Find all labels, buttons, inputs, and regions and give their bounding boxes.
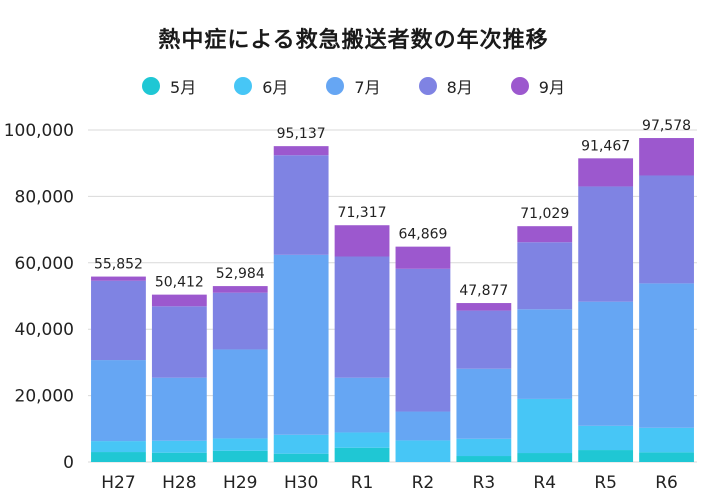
bar-segment xyxy=(151,377,207,441)
bar-segment xyxy=(578,450,634,462)
bar-segment xyxy=(212,286,268,293)
legend-item-july: 7月 xyxy=(326,74,381,98)
bar-segment xyxy=(395,440,451,462)
x-tick-label: H30 xyxy=(284,473,318,493)
bar-segment xyxy=(578,425,634,451)
x-tick-label: R1 xyxy=(351,473,374,493)
y-tick-label: 20,000 xyxy=(15,387,74,407)
x-tick-label: R2 xyxy=(412,473,435,493)
bar-segment xyxy=(151,294,207,307)
bar-total-label: 95,137 xyxy=(277,126,326,142)
chart-title: 熱中症による救急搬送者数の年次推移 xyxy=(158,28,549,53)
bar-segment xyxy=(91,441,146,453)
bar-total-label: 50,412 xyxy=(155,275,204,291)
bar-segment xyxy=(334,377,390,433)
y-tick-label: 80,000 xyxy=(15,187,74,207)
x-tick-label: H29 xyxy=(223,473,257,493)
x-tick-label: H28 xyxy=(162,473,196,493)
legend-swatch xyxy=(418,77,437,95)
bar-segment xyxy=(151,306,207,378)
bar-segment xyxy=(395,268,451,412)
legend-item-june: 6月 xyxy=(234,74,288,98)
bar-segment xyxy=(395,411,451,441)
bar-segment xyxy=(578,158,634,187)
bar-total-label: 71,317 xyxy=(338,205,387,221)
bar-segment xyxy=(639,283,694,428)
bar-segment xyxy=(456,438,512,457)
bar-segment xyxy=(273,434,329,454)
bar-segment xyxy=(578,186,634,302)
bar-segment xyxy=(395,246,451,269)
legend-swatch xyxy=(234,77,253,95)
bar-segment xyxy=(212,292,268,350)
bar-segment xyxy=(334,225,390,257)
bar-segment xyxy=(456,310,512,369)
bar-total-label: 71,029 xyxy=(520,206,569,222)
bar-segment xyxy=(639,452,694,462)
bar-segment xyxy=(151,452,207,462)
x-tick-label: R5 xyxy=(594,473,617,493)
bar-segment xyxy=(517,453,573,462)
x-tick-label: H27 xyxy=(101,473,135,493)
bar-total-label: 55,852 xyxy=(94,257,143,273)
bar-segment xyxy=(273,453,329,462)
bar-segment xyxy=(517,242,573,310)
bar-segment xyxy=(212,450,268,462)
bar-segment xyxy=(334,447,390,462)
legend: 5月 6月 7月 8月 9月 xyxy=(0,74,707,98)
bar-segment xyxy=(91,276,146,281)
bar-segment xyxy=(151,440,207,453)
bar-segment xyxy=(273,254,329,435)
legend-label: 7月 xyxy=(354,78,381,97)
legend-label: 9月 xyxy=(538,78,565,97)
bar-segment xyxy=(91,280,146,361)
x-tick-label: R4 xyxy=(533,473,556,493)
legend-item-august: 8月 xyxy=(418,74,473,98)
bar-segment xyxy=(456,303,512,311)
legend-item-may: 5月 xyxy=(142,74,196,98)
bar-segment xyxy=(273,146,329,156)
bar-segment xyxy=(639,175,694,284)
bar-segment xyxy=(639,138,694,176)
bar-total-label: 64,869 xyxy=(398,227,447,243)
legend-swatch xyxy=(142,77,161,95)
x-tick-label: R3 xyxy=(473,473,496,493)
legend-swatch xyxy=(510,77,529,95)
bar-segment xyxy=(456,368,512,439)
bar-segment xyxy=(517,398,573,454)
bar-segment xyxy=(578,301,634,426)
bar-total-label: 91,467 xyxy=(581,138,630,154)
y-tick-label: 100,000 xyxy=(4,121,74,141)
bar-segment xyxy=(517,309,573,399)
bar-segment xyxy=(456,456,512,462)
bar-segment xyxy=(212,349,268,439)
bar-segment xyxy=(334,256,390,378)
y-tick-label: 60,000 xyxy=(15,254,74,274)
y-tick-label: 40,000 xyxy=(15,320,74,340)
bar-segment xyxy=(212,438,268,451)
bar-segment xyxy=(334,432,390,448)
bar-segment xyxy=(91,452,146,462)
bar-segment xyxy=(639,427,694,453)
legend-label: 8月 xyxy=(446,78,473,97)
legend-label: 5月 xyxy=(170,78,197,97)
legend-item-september: 9月 xyxy=(510,74,565,98)
bar-total-label: 97,578 xyxy=(642,118,691,134)
bar-segment xyxy=(91,360,146,442)
x-tick-label: R6 xyxy=(655,473,678,493)
legend-swatch xyxy=(326,77,345,95)
bar-total-label: 52,984 xyxy=(216,266,265,282)
bar-total-label: 47,877 xyxy=(459,283,508,299)
legend-label: 6月 xyxy=(262,78,289,97)
bar-segment xyxy=(273,155,329,255)
bar-segment xyxy=(517,226,573,243)
y-tick-label: 0 xyxy=(63,453,74,473)
